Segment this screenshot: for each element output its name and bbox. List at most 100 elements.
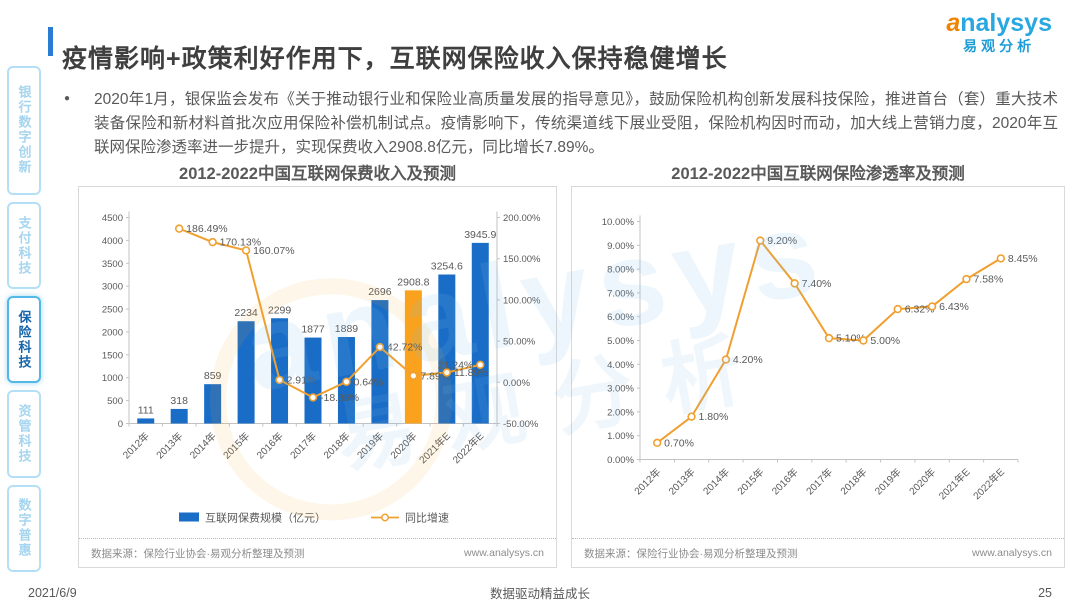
- svg-text:3.00%: 3.00%: [607, 384, 634, 395]
- sidebar-tab-4[interactable]: 资管科技: [7, 390, 41, 478]
- svg-text:2020年: 2020年: [387, 429, 419, 461]
- penetration-line-chart: 0.00% 1.00% 2.00% 3.00% 4.00% 5.00% 6.00% 7.00%…: [602, 215, 1038, 502]
- page-title: 疫情影响+政策利好作用下，互联网保险收入保持稳健增长: [62, 44, 728, 73]
- analysys-url: www.analysys.cn: [464, 547, 544, 559]
- svg-text:2014年: 2014年: [187, 429, 219, 461]
- footer-page-number: 25: [1038, 585, 1052, 600]
- premium-chart-footer: 数据来源：保险行业协会·易观分析整理及预测 www.analysys.cn: [79, 538, 556, 567]
- intro-text: 2020年1月，银保监会发布《关于推动银行业和保险业高质量发展的指导意见》，鼓励…: [94, 91, 1058, 156]
- premium-chart-block: 2012-2022中国互联网保费收入及预测 0 500 1000 1500 2000 25…: [78, 160, 557, 568]
- sidebar: 银行数字创新支付科技保险科技资管科技数字普惠: [7, 66, 41, 572]
- svg-text:2013年: 2013年: [666, 465, 698, 497]
- svg-text:5.00%: 5.00%: [607, 336, 634, 347]
- svg-text:同比增速: 同比增速: [405, 511, 449, 525]
- svg-text:9.00%: 9.00%: [607, 241, 634, 252]
- svg-text:8.45%: 8.45%: [1008, 253, 1038, 265]
- charts-row: 2012-2022中国互联网保费收入及预测 0 500 1000 1500 2000 25…: [78, 160, 1066, 568]
- svg-text:4.00%: 4.00%: [607, 360, 634, 371]
- svg-text:1000: 1000: [102, 373, 123, 384]
- svg-text:2018年: 2018年: [837, 465, 869, 497]
- svg-text:2020年: 2020年: [906, 465, 938, 497]
- svg-text:500: 500: [107, 396, 123, 407]
- svg-text:42.72%: 42.72%: [387, 342, 423, 354]
- footer-slogan: 数据驱动精益成长: [489, 587, 590, 601]
- svg-text:8.00%: 8.00%: [607, 265, 634, 276]
- svg-text:200.00%: 200.00%: [503, 213, 541, 224]
- svg-text:2012年: 2012年: [631, 465, 663, 497]
- svg-text:2.91%: 2.91%: [287, 374, 317, 386]
- svg-text:0.00%: 0.00%: [503, 378, 530, 389]
- svg-text:318: 318: [170, 395, 188, 407]
- svg-text:2019年: 2019年: [872, 465, 904, 497]
- svg-text:50.00%: 50.00%: [503, 337, 536, 348]
- svg-text:186.49%: 186.49%: [186, 223, 227, 235]
- svg-text:2021年E: 2021年E: [416, 429, 453, 466]
- svg-text:6.32%: 6.32%: [905, 304, 935, 316]
- svg-text:2017年: 2017年: [287, 429, 319, 461]
- svg-text:1.80%: 1.80%: [699, 411, 729, 423]
- svg-text:5.00%: 5.00%: [870, 335, 900, 347]
- analysys-url: www.analysys.cn: [972, 547, 1052, 559]
- svg-text:2.00%: 2.00%: [607, 407, 634, 418]
- premium-combo-chart: 0 500 1000 1500 2000 2500 3000 3500 4000 4500 -50.…: [102, 211, 541, 525]
- title-accent-bar: [48, 27, 53, 56]
- svg-text:859: 859: [204, 370, 222, 382]
- svg-text:3945.9: 3945.9: [464, 229, 496, 241]
- svg-text:2908.8: 2908.8: [397, 276, 429, 288]
- svg-text:2696: 2696: [368, 286, 392, 298]
- svg-text:4.20%: 4.20%: [733, 354, 763, 366]
- svg-text:2234: 2234: [234, 307, 258, 319]
- svg-text:0.70%: 0.70%: [664, 437, 694, 449]
- svg-text:11.89%: 11.89%: [454, 367, 489, 379]
- svg-text:2019年: 2019年: [354, 429, 386, 461]
- penetration-chart-footer: 数据来源：保险行业协会·易观分析整理及预测 www.analysys.cn: [572, 538, 1064, 567]
- svg-text:5.10%: 5.10%: [836, 333, 866, 345]
- sidebar-tab-1[interactable]: 银行数字创新: [7, 66, 41, 195]
- svg-text:10.00%: 10.00%: [602, 217, 635, 228]
- svg-text:2016年: 2016年: [769, 465, 801, 497]
- svg-text:6.00%: 6.00%: [607, 312, 634, 323]
- svg-text:0: 0: [118, 419, 123, 430]
- svg-text:2015年: 2015年: [734, 465, 766, 497]
- brand-logo: analysys 易观分析: [946, 9, 1052, 54]
- svg-text:2000: 2000: [102, 327, 123, 338]
- sidebar-tab-3[interactable]: 保险科技: [7, 296, 41, 384]
- svg-text:111: 111: [138, 404, 154, 416]
- intro-paragraph: ● 2020年1月，银保监会发布《关于推动银行业和保险业高质量发展的指导意见》，…: [64, 88, 1058, 160]
- svg-text:2016年: 2016年: [254, 429, 286, 461]
- data-source: 数据来源：保险行业协会·易观分析整理及预测: [584, 547, 798, 560]
- svg-text:7.00%: 7.00%: [607, 288, 634, 299]
- svg-text:2013年: 2013年: [153, 429, 185, 461]
- svg-text:2018年: 2018年: [321, 429, 353, 461]
- premium-chart-title: 2012-2022中国互联网保费收入及预测: [179, 165, 456, 183]
- svg-text:4500: 4500: [102, 213, 123, 224]
- svg-text:2299: 2299: [268, 304, 292, 316]
- svg-text:2021年E: 2021年E: [936, 465, 973, 502]
- penetration-chart-panel: 0.00% 1.00% 2.00% 3.00% 4.00% 5.00% 6.00% 7.00%…: [571, 186, 1065, 568]
- penetration-chart-block: 2012-2022中国互联网保险渗透率及预测 0.00% 1.00% 2.00% 3.…: [571, 160, 1065, 568]
- svg-text:1500: 1500: [102, 350, 123, 361]
- brand-name: analysys: [946, 9, 1052, 37]
- svg-text:100.00%: 100.00%: [503, 295, 541, 306]
- svg-text:0.00%: 0.00%: [607, 455, 634, 466]
- sidebar-tab-5[interactable]: 数字普惠: [7, 484, 41, 572]
- svg-text:1.00%: 1.00%: [607, 431, 634, 442]
- svg-text:150.00%: 150.00%: [503, 254, 541, 265]
- svg-text:3500: 3500: [102, 259, 123, 270]
- sidebar-tab-2[interactable]: 支付科技: [7, 201, 41, 290]
- svg-text:7.58%: 7.58%: [973, 274, 1003, 286]
- svg-text:1889: 1889: [335, 323, 359, 335]
- svg-text:170.13%: 170.13%: [220, 237, 261, 249]
- svg-text:2022年E: 2022年E: [450, 429, 487, 466]
- svg-text:6.43%: 6.43%: [939, 301, 969, 313]
- svg-text:7.40%: 7.40%: [802, 278, 832, 290]
- svg-text:4000: 4000: [102, 236, 123, 247]
- svg-text:1877: 1877: [301, 324, 325, 336]
- svg-text:2500: 2500: [102, 305, 123, 316]
- svg-text:2017年: 2017年: [803, 465, 835, 497]
- footer-date: 2021/6/9: [28, 585, 77, 600]
- svg-text:160.07%: 160.07%: [253, 245, 294, 257]
- brand-subtitle: 易观分析: [963, 37, 1036, 54]
- premium-chart-panel: 0 500 1000 1500 2000 2500 3000 3500 4000 4500 -50.…: [78, 186, 557, 568]
